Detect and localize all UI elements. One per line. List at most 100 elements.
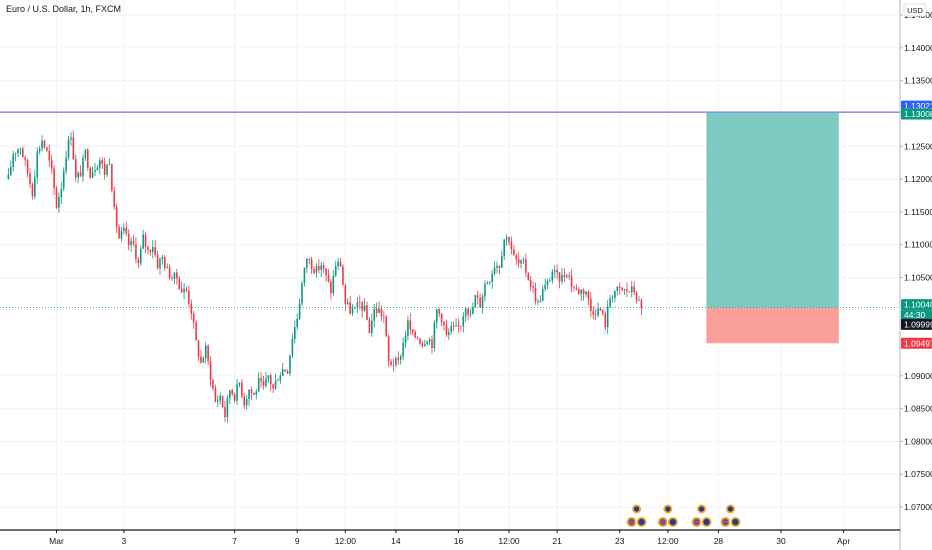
candle-body xyxy=(561,274,563,282)
y-tick-label: 1.12500 xyxy=(904,141,932,151)
candle-body xyxy=(183,288,185,293)
candle-body xyxy=(635,292,638,301)
candle-body xyxy=(609,298,611,307)
candle-body xyxy=(171,278,173,280)
candle-body xyxy=(508,237,510,243)
candle-body xyxy=(255,391,258,395)
candle-body xyxy=(106,165,108,175)
x-tick-label: 28 xyxy=(714,536,724,546)
candle-body xyxy=(125,227,128,234)
candle-body xyxy=(438,309,441,314)
candle-body xyxy=(423,344,426,346)
economic-events[interactable] xyxy=(625,503,742,528)
candle-body xyxy=(469,314,472,315)
candle-body xyxy=(250,389,253,393)
candle-body xyxy=(262,380,265,386)
y-tick-label: 1.13500 xyxy=(904,76,932,86)
candle-body xyxy=(190,303,193,314)
candle-body xyxy=(115,206,118,227)
candle-body xyxy=(363,305,366,311)
candle-body xyxy=(621,287,623,290)
candle-body xyxy=(139,248,142,264)
candle-body xyxy=(349,302,351,314)
x-tick-label: 21 xyxy=(552,536,562,546)
horizontal-line[interactable] xyxy=(0,111,900,308)
candle-body xyxy=(204,345,207,359)
candle-body xyxy=(147,246,149,251)
candle-body xyxy=(366,305,368,320)
price-tag: 1.13008 xyxy=(901,108,932,120)
candle-body xyxy=(392,364,395,366)
candle-body xyxy=(419,338,421,344)
y-tick-label: 1.08000 xyxy=(904,436,932,446)
target-zone[interactable] xyxy=(706,112,839,308)
candle-body xyxy=(46,147,48,151)
x-tick-label: 14 xyxy=(391,536,401,546)
event-icon[interactable] xyxy=(690,503,713,528)
candle-body xyxy=(327,275,330,282)
candle-body xyxy=(346,302,349,305)
candle-body xyxy=(565,275,568,277)
candle-body xyxy=(582,289,585,295)
candle-body xyxy=(599,308,602,311)
candle-body xyxy=(479,297,481,308)
candle-body xyxy=(426,341,428,345)
candle-body xyxy=(60,188,63,198)
candle-body xyxy=(209,361,212,381)
candle-body xyxy=(156,254,159,269)
y-tick-label: 1.08500 xyxy=(904,404,932,414)
candle-body xyxy=(74,159,77,178)
position-tool[interactable] xyxy=(706,112,839,344)
candle-body xyxy=(344,285,347,305)
currency-label: USD xyxy=(907,6,923,15)
candle-body xyxy=(570,276,573,287)
event-icon[interactable] xyxy=(625,503,648,528)
candle-body xyxy=(226,398,229,418)
candle-body xyxy=(301,283,303,304)
candle-body xyxy=(361,302,363,311)
candle-body xyxy=(339,261,342,267)
candle-body xyxy=(38,148,41,152)
countdown-label: 44:30 xyxy=(904,310,926,320)
stop-zone[interactable] xyxy=(706,307,839,344)
candle-body xyxy=(630,286,633,292)
candle-body xyxy=(279,375,282,381)
candle-body xyxy=(308,259,311,260)
candle-body xyxy=(236,384,238,401)
event-icon[interactable] xyxy=(719,503,742,528)
candle-body xyxy=(26,159,29,174)
candle-body xyxy=(537,301,539,302)
candle-body xyxy=(322,265,325,269)
candle-body xyxy=(50,160,53,169)
candle-body xyxy=(428,339,431,342)
candle-body xyxy=(241,382,243,397)
candle-body xyxy=(407,320,409,336)
candle-body xyxy=(265,378,267,386)
candle-body xyxy=(70,137,72,140)
candle-body xyxy=(269,375,272,385)
candle-body xyxy=(556,270,558,273)
candle-body xyxy=(525,259,527,274)
candle-body xyxy=(9,167,12,175)
candle-body xyxy=(325,268,327,276)
candle-body xyxy=(587,291,590,299)
x-tick-label: 9 xyxy=(295,536,300,546)
candle-body xyxy=(383,315,385,317)
candle-body xyxy=(640,300,643,309)
candle-body xyxy=(281,369,284,376)
candle-body xyxy=(597,308,599,316)
event-icon[interactable] xyxy=(656,503,679,528)
candle-body xyxy=(517,259,520,264)
candle-body xyxy=(491,273,493,283)
candle-body xyxy=(212,380,214,389)
currency-badge[interactable]: USD xyxy=(903,3,927,17)
candle-body xyxy=(62,171,65,189)
candle-body xyxy=(534,288,537,302)
price-tag-label: 1.09497 xyxy=(904,338,932,348)
candle-body xyxy=(272,384,274,389)
candle-body xyxy=(436,309,438,323)
candle-body xyxy=(159,259,161,269)
candle-body xyxy=(513,249,515,256)
candle-body xyxy=(31,183,34,197)
